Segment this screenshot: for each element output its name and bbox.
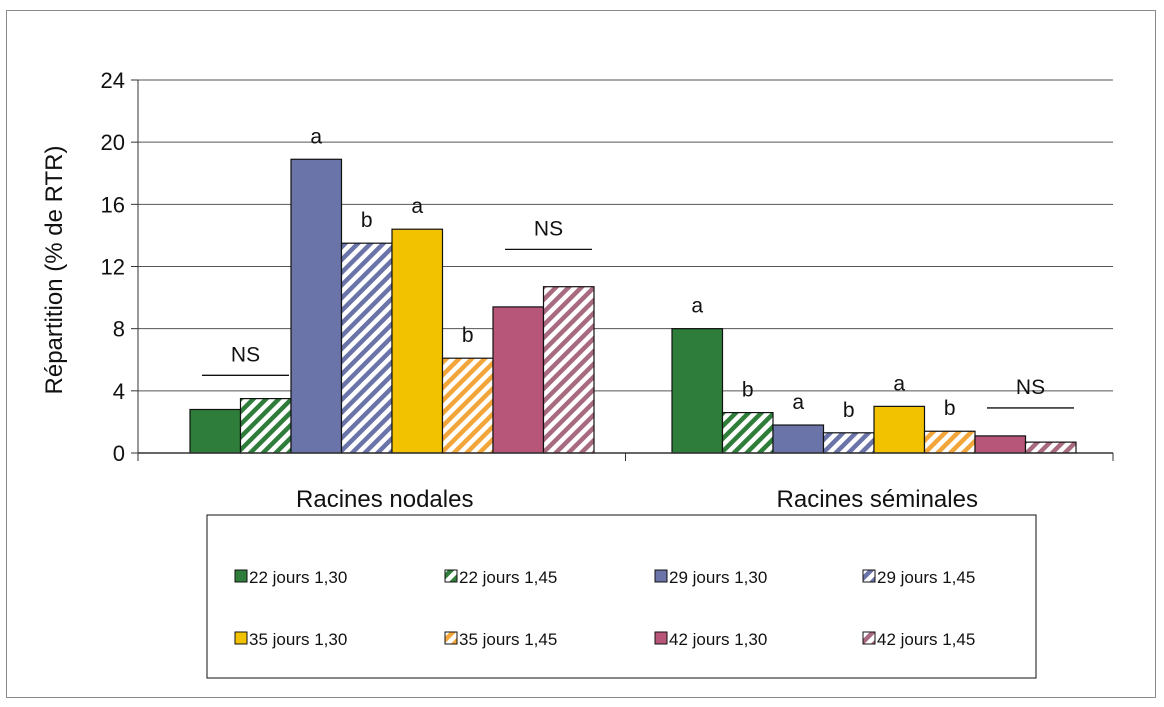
bar <box>974 435 1027 454</box>
bars <box>189 158 1077 454</box>
bar <box>441 357 494 454</box>
legend-swatch <box>654 631 668 645</box>
legend-label: 29 jours 1,45 <box>877 568 975 587</box>
legend-swatch <box>234 631 248 645</box>
legend-label: 29 jours 1,30 <box>669 568 767 587</box>
bar <box>340 242 393 454</box>
legend-label: 42 jours 1,45 <box>877 630 975 649</box>
legend-label: 42 jours 1,30 <box>669 630 767 649</box>
legend-swatch <box>444 569 458 583</box>
significance-label: NS <box>231 343 260 366</box>
bar <box>542 286 595 454</box>
bar <box>721 411 774 454</box>
bar <box>1024 441 1077 454</box>
bar <box>492 306 545 454</box>
legend-swatch <box>234 569 248 583</box>
bar <box>873 405 926 454</box>
y-tick-label: 20 <box>101 130 125 155</box>
significance-label: a <box>411 195 423 218</box>
bar <box>671 328 724 454</box>
y-axis-label: Répartition (% de RTR) <box>41 146 68 395</box>
significance-label: b <box>361 209 373 232</box>
legend-label: 22 jours 1,45 <box>459 568 557 587</box>
bar <box>822 432 875 454</box>
x-category-label: Racines nodales <box>296 486 473 513</box>
significance-label: a <box>792 391 804 414</box>
bar <box>290 158 343 454</box>
legend-label: 35 jours 1,30 <box>249 630 347 649</box>
legend-swatch <box>654 569 668 583</box>
legend: 22 jours 1,30 22 jours 1,45 29 jours 1,30 2… <box>234 568 975 649</box>
axes: 0 4 8 12 16 20 24 Racines nodales Racines sémina… <box>101 68 1114 513</box>
bar <box>391 228 444 454</box>
significance-label: a <box>310 125 322 148</box>
y-tick-label: 4 <box>113 379 125 404</box>
significance-label: a <box>893 372 905 395</box>
legend-label: 22 jours 1,30 <box>249 568 347 587</box>
y-tick-label: 24 <box>101 68 125 93</box>
legend-swatch <box>862 569 876 583</box>
legend-swatch <box>862 631 876 645</box>
significance-annotations: NS a b a b NS a b a b a b NS <box>202 125 1074 422</box>
x-category-label: Racines séminales <box>777 486 978 513</box>
y-tick-label: 12 <box>101 255 125 280</box>
legend-box <box>206 514 1037 679</box>
legend-label: 35 jours 1,45 <box>459 630 557 649</box>
y-tick-label: 16 <box>101 192 125 217</box>
y-tick-label: 8 <box>113 317 125 342</box>
bar <box>923 430 976 454</box>
significance-label: b <box>742 379 754 402</box>
significance-label: NS <box>1016 376 1045 399</box>
bar <box>772 424 825 454</box>
significance-label: b <box>944 397 956 420</box>
significance-label: b <box>843 399 855 422</box>
legend-swatch <box>444 631 458 645</box>
y-tick-label: 0 <box>113 441 125 466</box>
significance-label: b <box>462 324 474 347</box>
significance-label: NS <box>534 217 563 240</box>
gridlines <box>138 79 1113 392</box>
significance-label: a <box>691 295 703 318</box>
bar <box>239 398 292 454</box>
bar <box>189 408 242 454</box>
